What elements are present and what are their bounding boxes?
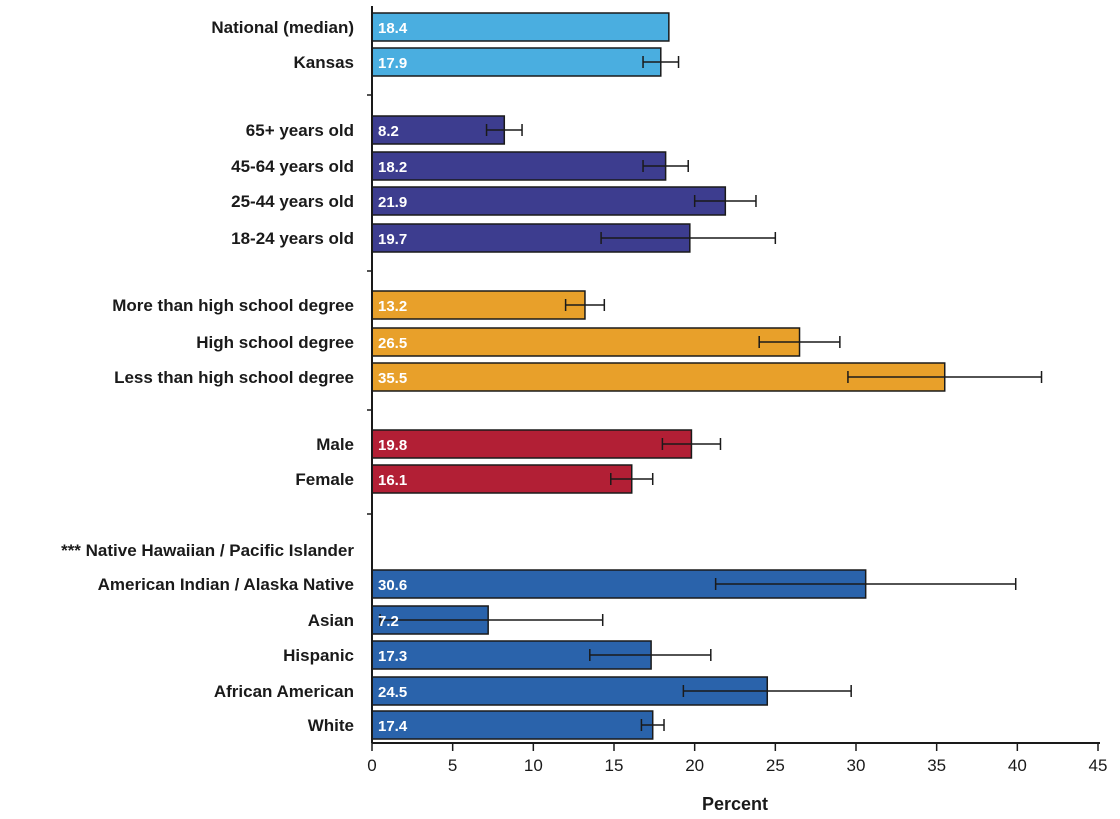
bar [371,290,586,320]
bar-value-label: 21.9 [378,194,407,211]
bar-value-label: 17.9 [378,55,407,72]
category-label: More than high school degree [112,296,354,315]
bar [371,327,801,357]
bar [371,47,662,77]
bar-value-label: 8.2 [378,123,399,140]
bar [371,710,654,740]
bar-value-label: 19.7 [378,231,407,248]
x-tick-label: 20 [685,756,704,775]
bars-layer [371,12,946,740]
bar-value-label: 35.5 [378,370,407,387]
x-tick-label: 40 [1008,756,1027,775]
category-label: 25-44 years old [231,192,354,211]
category-label: 65+ years old [246,121,354,140]
bar [371,464,633,494]
axis-layer: 0 5 10 15 20 25 30 35 40 45 [367,6,1107,775]
bar [371,151,667,181]
bar [371,12,670,42]
bar [371,429,693,459]
x-tick-label: 30 [847,756,866,775]
bar-value-label: 13.2 [378,298,407,315]
bar-value-label: 18.2 [378,159,407,176]
x-tick-label: 10 [524,756,543,775]
x-axis-title: Percent [702,794,768,814]
category-label: Kansas [294,53,354,72]
category-label: *** Native Hawaiian / Pacific Islander [61,541,354,560]
bar-value-label: 19.8 [378,437,407,454]
bar-value-label: 26.5 [378,335,407,352]
category-label: 18-24 years old [231,229,354,248]
category-label: Hispanic [283,646,354,665]
category-label: Asian [308,611,354,630]
bar-value-label: 18.4 [378,20,408,37]
category-label: White [308,716,354,735]
x-tick-label: 0 [367,756,376,775]
bar-value-label: 7.2 [378,613,399,630]
category-label: National (median) [211,18,354,37]
category-label: Male [316,435,354,454]
category-label: Less than high school degree [114,368,354,387]
category-label: American Indian / Alaska Native [98,575,354,594]
x-tick-label: 5 [448,756,457,775]
category-label: High school degree [196,333,354,352]
bar-value-label: 16.1 [378,472,407,489]
error-bars-layer [379,56,1043,731]
x-tick-label: 35 [927,756,946,775]
bar-value-label: 17.3 [378,648,407,665]
bar [371,186,727,216]
x-tick-label: 25 [766,756,785,775]
category-label: African American [214,682,354,701]
bar-value-label: 30.6 [378,577,407,594]
x-tick-label: 45 [1089,756,1108,775]
category-label: 45-64 years old [231,157,354,176]
bar-value-label: 17.4 [378,718,408,735]
x-tick-label: 15 [605,756,624,775]
bar-value-label: 24.5 [378,684,407,701]
category-label: Female [295,470,354,489]
labels-layer: National (median) 18.4 Kansas 17.9 65+ years… [61,18,408,735]
